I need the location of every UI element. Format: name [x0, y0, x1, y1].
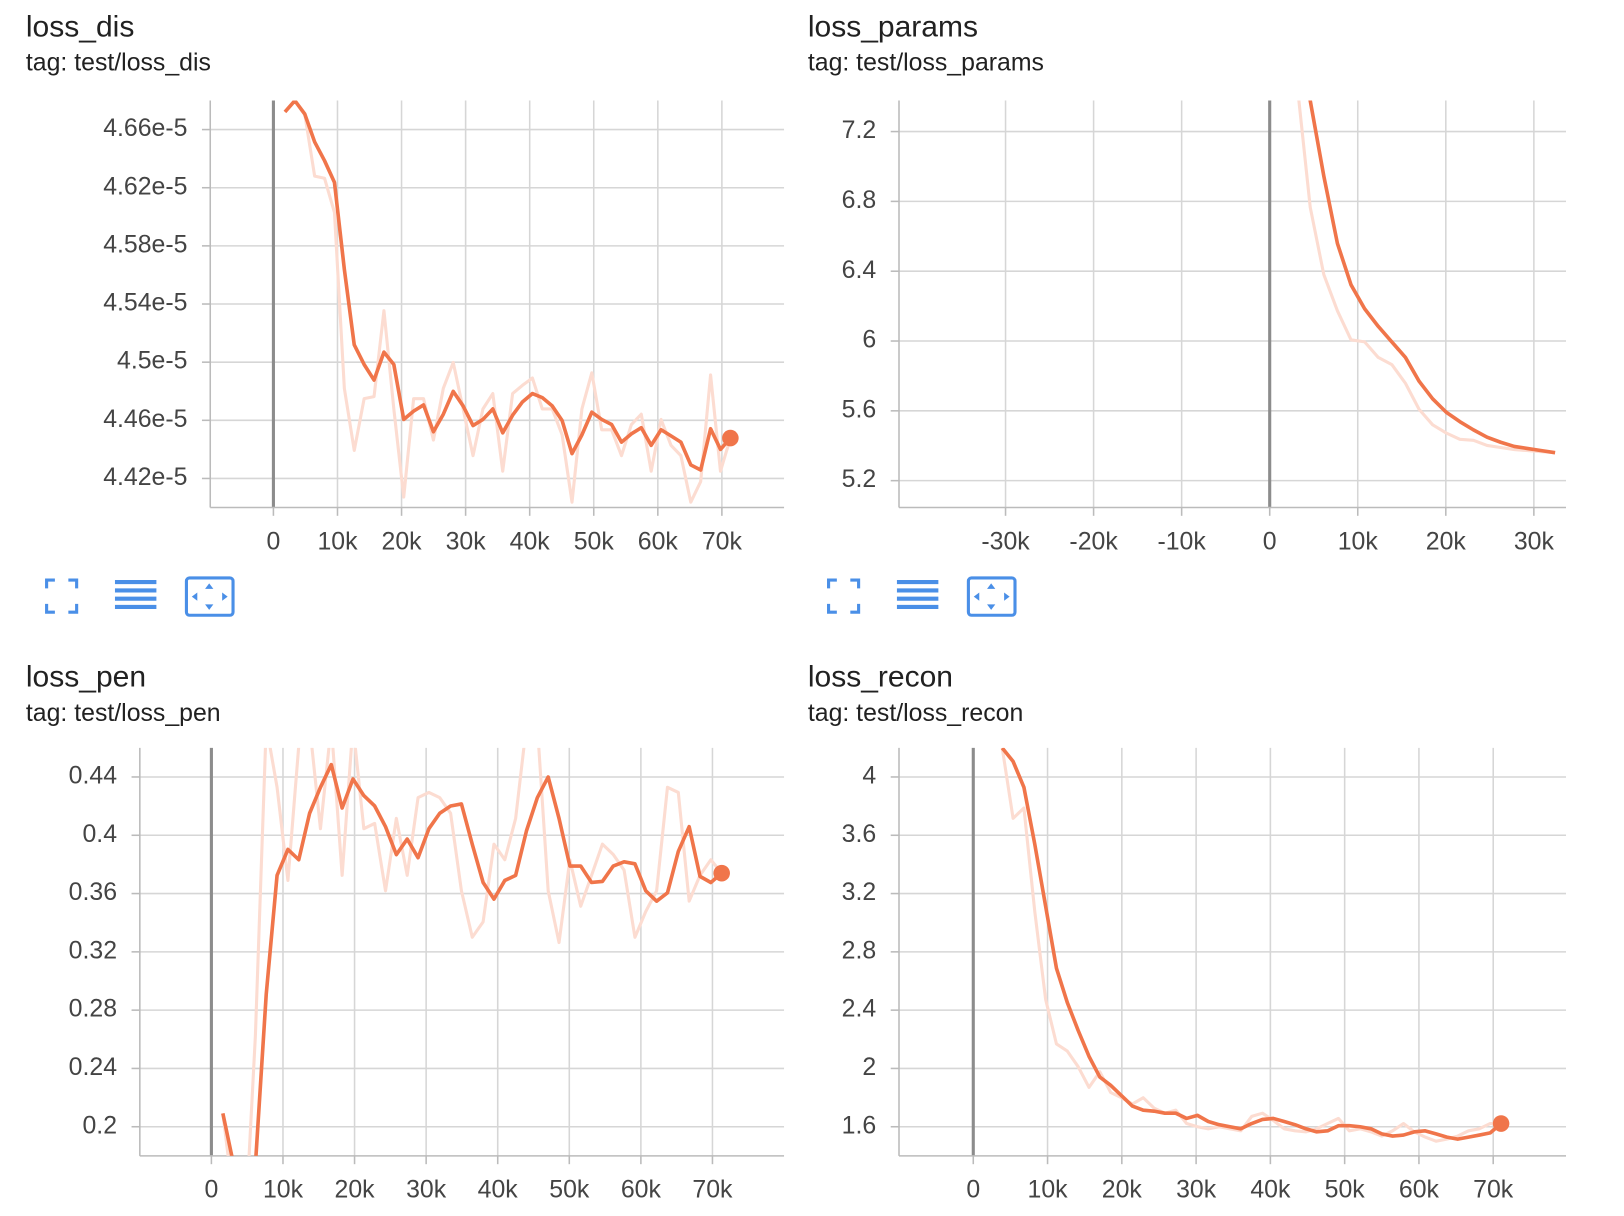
plot: 5.2 5.6 6 6.4 6.8 7.2 -30k -20k -10k 0 10k 20k 30k [842, 100, 1567, 555]
x-tick-label: 30k [446, 528, 487, 555]
x-tick-label: 20k [335, 1177, 376, 1204]
y-tick-label: 6.8 [842, 187, 877, 214]
chart-title: loss_params [808, 10, 978, 43]
x-tick-label: 30k [406, 1177, 447, 1204]
chart-tag: tag: test/loss_params [808, 49, 1044, 76]
y-tick-label: 4.42e-5 [103, 464, 187, 491]
x-tick-label: 60k [1399, 1177, 1440, 1204]
chart-title: loss_dis [26, 10, 134, 43]
y-tick-label: 4.5e-5 [117, 348, 187, 375]
y-tick-label: 1.6 [842, 1112, 877, 1139]
x-tick-label: 60k [621, 1177, 662, 1204]
y-tick-label: 0.32 [69, 937, 117, 964]
x-tick-label: 0 [966, 1177, 980, 1204]
y-tick-label: 6 [862, 327, 876, 354]
series-line [221, 762, 723, 1156]
series-line [1297, 100, 1556, 455]
x-tick-label: 70k [702, 528, 743, 555]
plot-area [1297, 100, 1556, 455]
series-line [1308, 100, 1556, 455]
y-tick-label: 6.4 [842, 257, 877, 284]
x-tick-label: 10k [1338, 528, 1379, 555]
x-tick-label: 30k [1514, 528, 1555, 555]
x-tick-label: 30k [1176, 1177, 1217, 1204]
plot: 4.42e-5 4.46e-5 4.5e-5 4.54e-5 4.58e-5 4.62e-… [103, 100, 785, 555]
plot-area [283, 100, 739, 504]
y-tick-label: 0.28 [69, 996, 117, 1023]
y-tick-label: 7.2 [842, 117, 877, 144]
x-tick-label: 50k [1325, 1177, 1366, 1204]
series-line [1000, 747, 1503, 1141]
x-tick-label: 40k [1250, 1177, 1291, 1204]
end-marker [1492, 1115, 1510, 1132]
series-line [1000, 747, 1502, 1143]
toggle-log-button[interactable] [896, 580, 939, 610]
fullscreen-button[interactable] [45, 578, 79, 614]
x-tick-label: 10k [317, 528, 358, 555]
y-tick-label: 5.2 [842, 466, 877, 493]
x-tick-label: 20k [1102, 1177, 1143, 1204]
plot-area [1000, 747, 1510, 1143]
fit-domain-button[interactable] [184, 576, 235, 617]
series-line [221, 747, 723, 1156]
x-tick-label: 50k [549, 1177, 590, 1204]
y-tick-label: 2 [862, 1054, 876, 1081]
y-tick-label: 3.2 [842, 879, 877, 906]
x-tick-label: 0 [267, 528, 281, 555]
x-tick-label: -30k [981, 528, 1030, 555]
y-tick-label: 5.6 [842, 396, 877, 423]
chart-tag: tag: test/loss_recon [808, 700, 1023, 727]
y-tick-label: 4.54e-5 [103, 290, 187, 317]
series-line [283, 100, 732, 472]
toggle-log-button[interactable] [114, 580, 157, 610]
y-tick-label: 3.6 [842, 821, 877, 848]
chart-tag: tag: test/loss_pen [26, 700, 221, 727]
chart-tag: tag: test/loss_dis [26, 49, 211, 76]
x-tick-label: 0 [1263, 528, 1277, 555]
x-tick-label: 10k [263, 1177, 304, 1204]
y-tick-label: 0.36 [69, 879, 117, 906]
plot: 0.2 0.24 0.28 0.32 0.36 0.4 0.44 0 10k 20k 30k 40k 5… [69, 747, 785, 1204]
y-tick-label: 0.4 [82, 821, 117, 848]
fit-domain-button[interactable] [966, 576, 1017, 617]
fullscreen-button[interactable] [827, 578, 861, 614]
x-tick-label: 40k [510, 528, 551, 555]
chart-title: loss_recon [808, 661, 953, 694]
end-marker [722, 429, 739, 447]
y-tick-label: 4.58e-5 [103, 231, 187, 258]
x-tick-label: 70k [1473, 1177, 1514, 1204]
end-marker [713, 864, 730, 882]
plot-area [221, 747, 730, 1156]
y-tick-label: 0.2 [82, 1112, 117, 1139]
y-tick-label: 2.4 [842, 996, 877, 1023]
x-tick-label: 0 [204, 1177, 218, 1204]
y-tick-label: 4.46e-5 [103, 406, 187, 433]
x-tick-label: -10k [1157, 528, 1206, 555]
x-tick-label: 40k [478, 1177, 519, 1204]
plot: 1.6 2 2.4 2.8 3.2 3.6 4 0 10k 20k 30k 40k 50k 60k 70k [842, 747, 1567, 1204]
series-line [283, 100, 732, 504]
x-tick-label: 10k [1028, 1177, 1069, 1204]
y-tick-label: 4.66e-5 [103, 115, 187, 142]
y-tick-label: 4 [862, 763, 876, 790]
x-tick-label: 50k [574, 528, 615, 555]
y-tick-label: 0.44 [69, 763, 118, 790]
x-tick-label: 60k [638, 528, 679, 555]
x-tick-label: 20k [1426, 528, 1467, 555]
chart-title: loss_pen [26, 661, 146, 694]
x-tick-label: 70k [692, 1177, 733, 1204]
toolbar [45, 576, 1017, 617]
y-tick-label: 2.8 [842, 937, 877, 964]
x-tick-label: -20k [1069, 528, 1118, 555]
y-tick-label: 4.62e-5 [103, 173, 187, 200]
x-tick-label: 20k [382, 528, 423, 555]
y-tick-label: 0.24 [69, 1054, 118, 1081]
